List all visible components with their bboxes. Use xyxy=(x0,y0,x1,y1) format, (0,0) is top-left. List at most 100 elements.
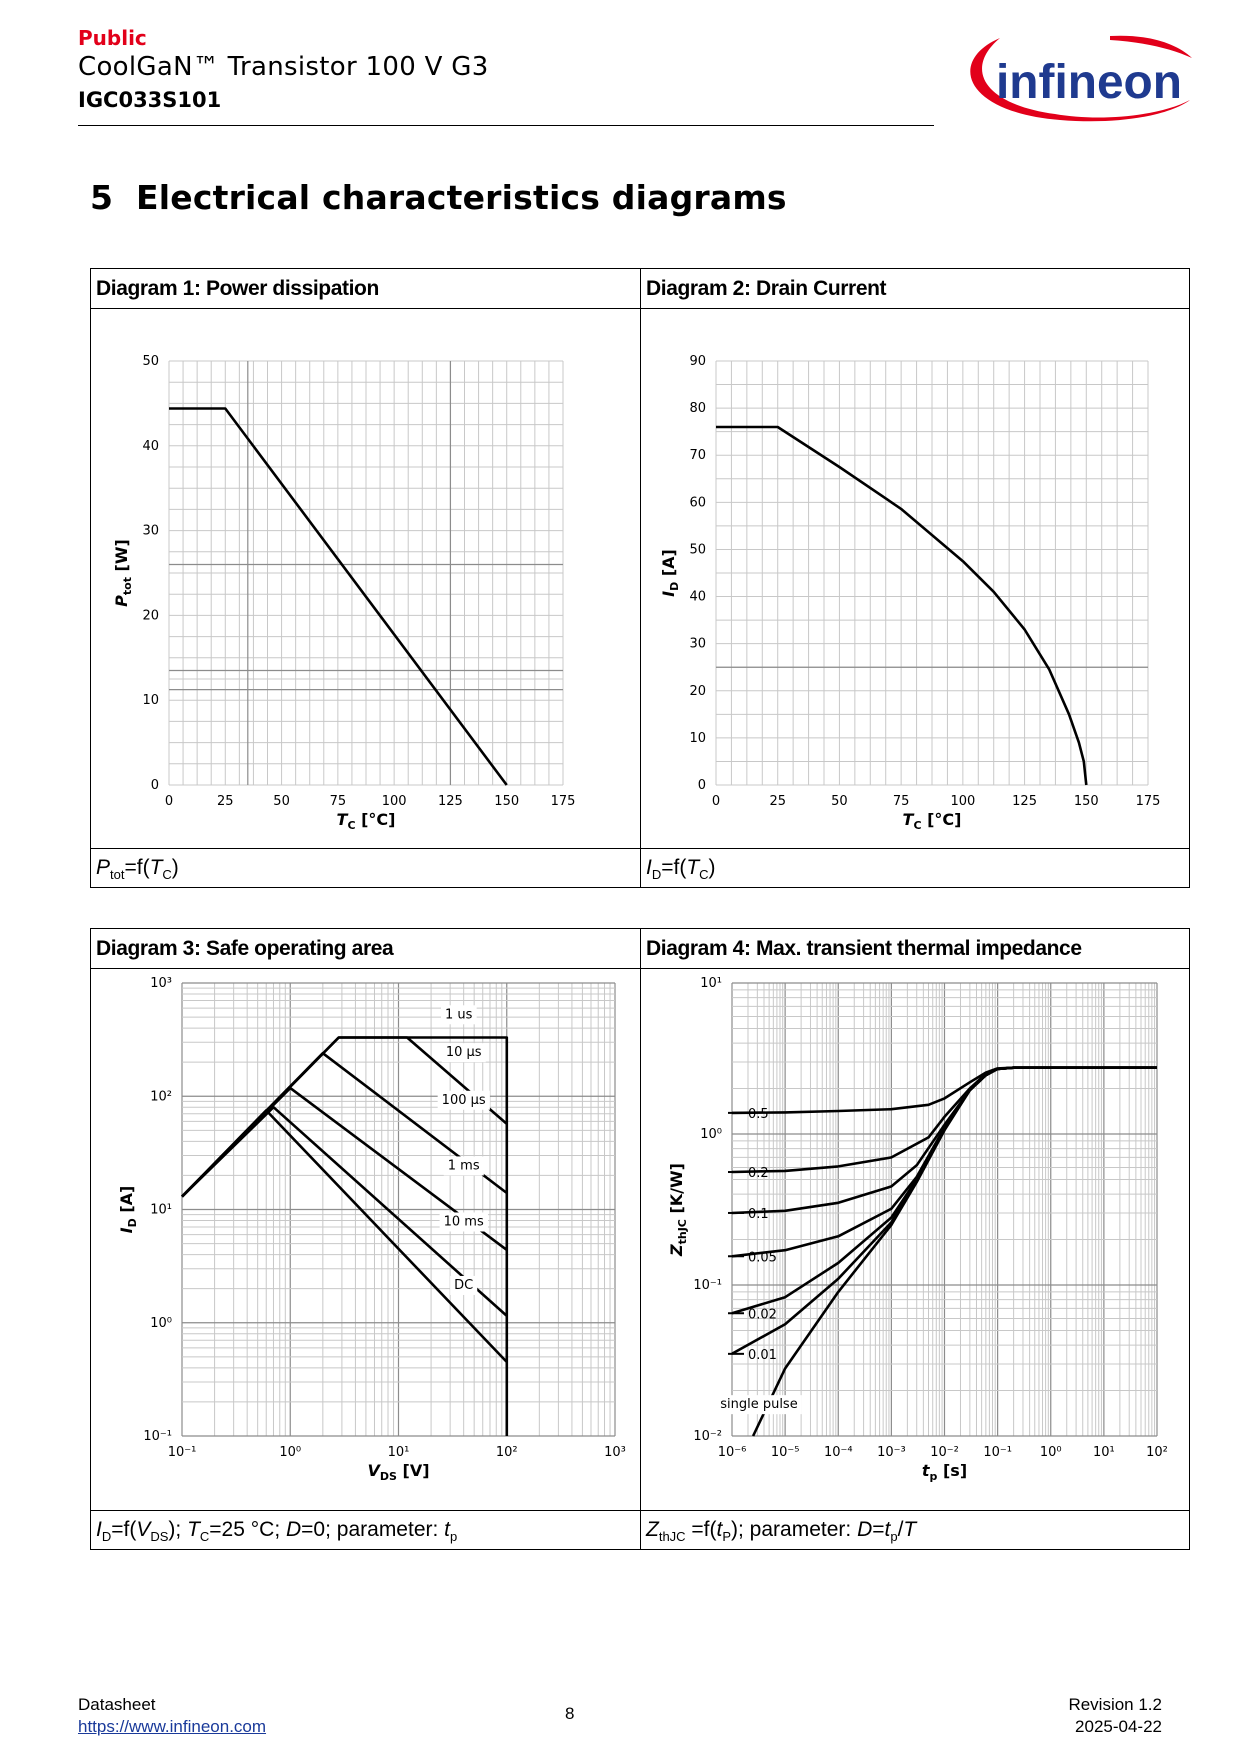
infineon-logo: infineon xyxy=(970,35,1192,122)
drain-current-chart: 0 25 50 75 100 125 150 175 0 10 20 30 40 50 60 70 80 90 TC… xyxy=(659,354,1161,832)
series-line xyxy=(169,407,508,786)
series-label: single pulse xyxy=(720,1397,798,1412)
series-line xyxy=(716,425,1088,786)
y-tick-label: 10 xyxy=(689,731,706,746)
series-label: 0.1 xyxy=(748,1207,769,1222)
diagram-2-panel: 0 25 50 75 100 125 150 175 0 10 20 30 40 50 60 70 80 90 TC… xyxy=(640,309,1189,848)
y-tick-label: 10³ xyxy=(150,976,172,991)
y-axis-label: ZthJC [K/W] xyxy=(667,1163,689,1257)
diagram-1-caption: Ptot=f(TC) xyxy=(96,856,179,883)
chart-2-grid xyxy=(715,360,1149,786)
series-label: 0.02 xyxy=(748,1307,777,1322)
series-label: 10 µs xyxy=(446,1045,482,1060)
x-tick-label: 125 xyxy=(438,794,463,809)
x-tick-label: 150 xyxy=(1074,794,1099,809)
x-tick-label: 10⁻⁴ xyxy=(824,1445,853,1460)
y-tick-label: 10⁰ xyxy=(700,1127,722,1142)
document-header: Public CoolGaN™ Transistor 100 V G3 IGC0… xyxy=(78,26,489,116)
thermal-impedance-chart: 10⁻⁶ 10⁻⁵ 10⁻⁴ 10⁻³ 10⁻² 10⁻¹ 10⁰ 10¹ 10² 10⁻² 10⁻… xyxy=(667,976,1168,1483)
x-tick-label: 10² xyxy=(496,1445,518,1460)
chart-3-grid xyxy=(181,982,616,1437)
footer-website-link[interactable]: https://www.infineon.com xyxy=(78,1717,267,1736)
y-tick-label: 0 xyxy=(151,778,159,793)
x-tick-label: 10⁻³ xyxy=(877,1445,906,1460)
y-tick-label: 40 xyxy=(142,439,159,454)
y-tick-label: 60 xyxy=(689,495,706,510)
x-tick-label: 10⁰ xyxy=(1040,1445,1062,1460)
y-tick-label: 0 xyxy=(698,778,706,793)
x-tick-label: 10⁻² xyxy=(930,1445,959,1460)
x-tick-label: 10² xyxy=(1146,1445,1168,1460)
footer-right: Revision 1.2 2025-04-22 xyxy=(1068,1694,1162,1738)
x-tick-label: 0 xyxy=(165,794,173,809)
y-tick-label: 70 xyxy=(689,448,706,463)
product-title: CoolGaN™ Transistor 100 V G3 xyxy=(78,52,489,82)
series-label-bg xyxy=(437,1090,490,1110)
part-number: IGC033S101 xyxy=(78,88,222,112)
page-number: 8 xyxy=(565,1704,575,1723)
x-tick-label: 25 xyxy=(217,794,234,809)
x-tick-label: 175 xyxy=(551,794,576,809)
series-label-bg xyxy=(716,1395,802,1415)
series-label-bg xyxy=(441,1005,477,1025)
safe-operating-area-chart: 10⁻¹ 10⁰ 10¹ 10² 10³ 10⁻¹ 10⁰ 10¹ 10² 10³ VDS [V] I… xyxy=(117,976,626,1483)
series-label: 1 us xyxy=(445,1007,473,1022)
diagram-3-title: Diagram 3: Safe operating area xyxy=(96,937,394,960)
section-title: Electrical characteristics diagrams xyxy=(136,178,787,217)
y-tick-label: 10⁻¹ xyxy=(143,1429,172,1444)
x-axis-label: TC [°C] xyxy=(903,810,962,832)
footer-left: Datasheet https://www.infineon.com xyxy=(78,1694,266,1738)
x-axis-label: TC [°C] xyxy=(337,810,396,832)
y-tick-label: 10 xyxy=(142,693,159,708)
diagram-2-caption: ID=f(TC) xyxy=(640,849,1189,887)
series-label: 0.2 xyxy=(748,1166,769,1181)
series-label: 0.05 xyxy=(748,1250,777,1265)
x-tick-label: 10³ xyxy=(604,1445,626,1460)
diagram-4-title: Diagram 4: Max. transient thermal impeda… xyxy=(640,929,1189,968)
x-tick-label: 150 xyxy=(494,794,519,809)
series-line xyxy=(181,1109,508,1363)
x-tick-label: 10¹ xyxy=(388,1445,410,1460)
y-tick-label: 20 xyxy=(689,684,706,699)
diagram-4-caption: ZthJC =f(tP); parameter: D=tp/T xyxy=(640,1511,1189,1549)
y-tick-label: 80 xyxy=(689,401,706,416)
x-tick-label: 50 xyxy=(273,794,290,809)
series-label-bg xyxy=(441,1043,486,1063)
x-tick-label: 50 xyxy=(831,794,848,809)
series-label-bg xyxy=(439,1212,488,1232)
series-label: 10 ms xyxy=(444,1214,484,1229)
y-tick-label: 30 xyxy=(689,637,706,652)
x-tick-label: 10⁻¹ xyxy=(983,1445,1012,1460)
x-tick-label: 10⁰ xyxy=(279,1445,301,1460)
y-tick-label: 10⁻² xyxy=(693,1429,722,1444)
y-tick-label: 10² xyxy=(150,1089,172,1104)
footer-doc-type: Datasheet xyxy=(78,1695,156,1714)
chart-1-grid xyxy=(168,360,564,786)
y-tick-label: 10⁰ xyxy=(150,1316,172,1331)
x-tick-label: 10⁻⁵ xyxy=(771,1445,800,1460)
diagram-2-title: Diagram 2: Drain Current xyxy=(640,269,1189,308)
series-label: 100 µs xyxy=(442,1093,486,1108)
series-label: 0.01 xyxy=(748,1348,777,1363)
svg-text:infineon: infineon xyxy=(996,56,1182,109)
y-tick-label: 50 xyxy=(142,354,159,369)
x-tick-label: 10⁻⁶ xyxy=(718,1445,747,1460)
x-tick-label: 25 xyxy=(769,794,786,809)
header-divider xyxy=(78,125,934,126)
series-label: DC xyxy=(454,1278,473,1293)
y-tick-label: 20 xyxy=(142,608,159,623)
diagram-4-panel: 10⁻⁶ 10⁻⁵ 10⁻⁴ 10⁻³ 10⁻² 10⁻¹ 10⁰ 10¹ 10² 10⁻² 10⁻… xyxy=(640,969,1189,1510)
diagram-1-panel: 0 25 50 75 100 125 150 175 0 10 20 30 40 50 TC [°C] Pto… xyxy=(91,309,640,848)
diagram-3-caption: ID=f(VDS); TC=25 °C; D=0; parameter: tp xyxy=(96,1518,458,1545)
series-label: 1 ms xyxy=(448,1158,480,1173)
x-axis-label: tp [s] xyxy=(922,1461,967,1483)
x-tick-label: 75 xyxy=(330,794,347,809)
y-tick-label: 10¹ xyxy=(700,976,722,991)
x-tick-label: 100 xyxy=(950,794,975,809)
diagram-3-panel: 10⁻¹ 10⁰ 10¹ 10² 10³ 10⁻¹ 10⁰ 10¹ 10² 10³ VDS [V] I… xyxy=(91,969,640,1510)
y-axis-label: ID [A] xyxy=(659,549,681,597)
x-tick-label: 10⁻¹ xyxy=(168,1445,197,1460)
series-label-bg xyxy=(450,1275,478,1295)
x-tick-label: 175 xyxy=(1136,794,1161,809)
series-label-bg xyxy=(443,1156,484,1176)
